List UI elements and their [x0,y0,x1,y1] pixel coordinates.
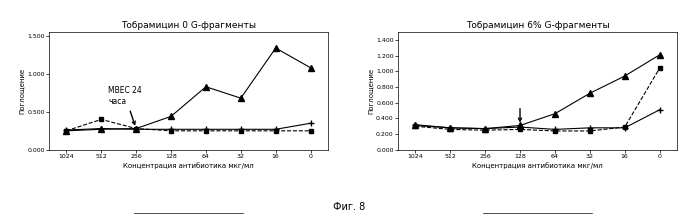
0 ч [481,127,489,130]
6 ч [621,126,629,128]
0 ч [516,126,524,128]
0 ч [132,128,140,131]
6 ч [306,129,315,132]
Title: Тобрамицин 0 G-фрагменты: Тобрамицин 0 G-фрагменты [121,21,256,30]
0 ч [237,128,245,131]
Y-axis label: Поглощение: Поглощение [367,68,373,114]
0 ч [167,128,175,131]
6 ч [202,129,210,132]
24 ч [202,85,210,88]
6 ч [97,118,105,121]
Line: 24 ч: 24 ч [64,45,313,134]
24 ч [655,54,664,56]
Line: 0 ч: 0 ч [64,120,313,133]
24 ч [97,128,105,131]
24 ч [237,97,245,100]
0 ч [586,126,594,129]
6 ч [586,130,594,132]
Title: Тобрамицин 6% G-фрагменты: Тобрамицин 6% G-фрагменты [466,21,609,30]
6 ч [132,127,140,130]
0 ч [97,127,105,130]
24 ч [446,126,454,129]
24 ч [306,67,315,69]
Line: 0 ч: 0 ч [413,107,662,132]
Text: Фиг. 8: Фиг. 8 [333,202,365,212]
0 ч [202,128,210,131]
24 ч [481,127,489,130]
Line: 24 ч: 24 ч [413,52,662,131]
0 ч [411,124,419,127]
6 ч [237,129,245,132]
24 ч [516,124,524,127]
Y-axis label: Поглощение: Поглощение [18,68,24,114]
24 ч [411,123,419,126]
0 ч [306,122,315,125]
24 ч [62,129,70,132]
24 ч [586,92,594,95]
0 ч [551,128,559,131]
6 ч [62,129,70,132]
0 ч [272,128,280,131]
6 ч [272,129,280,132]
6 ч [446,128,454,131]
Line: 6 ч: 6 ч [413,66,662,133]
0 ч [446,126,454,129]
Legend: 0 ч, 6 ч, 24 ч: 0 ч, 6 ч, 24 ч [133,213,244,214]
6 ч [655,67,664,70]
6 ч [167,129,175,132]
Legend: 0 ч, 6 ч, 24 ч: 0 ч, 6 ч, 24 ч [482,213,593,214]
6 ч [481,129,489,131]
24 ч [551,112,559,115]
X-axis label: Концентрация антибиотика мкг/мл: Концентрация антибиотика мкг/мл [472,162,603,169]
6 ч [411,125,419,128]
24 ч [167,115,175,118]
0 ч [62,129,70,131]
24 ч [621,75,629,77]
0 ч [655,108,664,111]
Text: МВЕС 24
часа: МВЕС 24 часа [108,86,142,124]
6 ч [551,130,559,132]
24 ч [132,127,140,130]
24 ч [272,47,280,49]
0 ч [621,126,629,129]
X-axis label: Концентрация антибиотика мкг/мл: Концентрация антибиотика мкг/мл [123,162,254,169]
Line: 6 ч: 6 ч [64,117,313,133]
6 ч [516,128,524,131]
